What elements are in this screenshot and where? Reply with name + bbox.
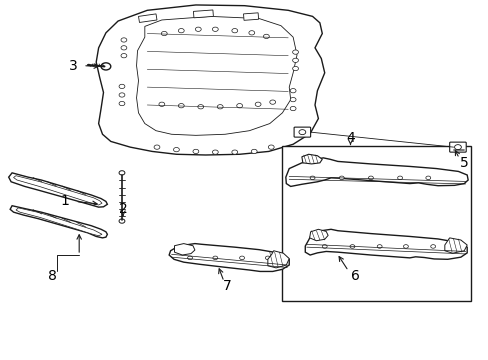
Polygon shape xyxy=(136,17,296,135)
Circle shape xyxy=(217,105,223,109)
Circle shape xyxy=(212,256,217,260)
Polygon shape xyxy=(10,206,107,238)
Circle shape xyxy=(195,27,201,31)
Text: 4: 4 xyxy=(346,131,354,145)
Circle shape xyxy=(268,145,274,149)
Circle shape xyxy=(231,150,237,154)
Circle shape xyxy=(255,102,261,107)
Circle shape xyxy=(339,176,344,180)
Circle shape xyxy=(239,256,244,260)
Circle shape xyxy=(173,148,179,152)
Circle shape xyxy=(265,256,270,260)
Circle shape xyxy=(187,256,192,260)
Circle shape xyxy=(403,245,407,248)
Circle shape xyxy=(263,34,269,39)
Circle shape xyxy=(349,245,354,248)
Circle shape xyxy=(298,130,305,135)
Polygon shape xyxy=(174,244,195,255)
Circle shape xyxy=(119,93,124,97)
Circle shape xyxy=(430,245,435,248)
Polygon shape xyxy=(9,173,107,207)
Circle shape xyxy=(212,150,218,154)
Circle shape xyxy=(292,66,298,71)
Circle shape xyxy=(368,176,372,180)
Circle shape xyxy=(248,31,254,35)
Circle shape xyxy=(178,104,184,108)
Circle shape xyxy=(119,219,124,223)
Polygon shape xyxy=(243,13,258,20)
Circle shape xyxy=(397,176,402,180)
Circle shape xyxy=(425,176,430,180)
Circle shape xyxy=(236,104,242,108)
Polygon shape xyxy=(193,10,213,18)
FancyBboxPatch shape xyxy=(449,142,465,152)
Text: 1: 1 xyxy=(60,194,69,208)
Circle shape xyxy=(121,54,126,58)
Circle shape xyxy=(251,149,257,154)
Circle shape xyxy=(198,105,203,109)
Circle shape xyxy=(269,100,275,104)
Text: 7: 7 xyxy=(223,279,231,293)
Circle shape xyxy=(159,102,164,107)
Polygon shape xyxy=(96,5,324,155)
Polygon shape xyxy=(267,251,288,268)
Polygon shape xyxy=(285,158,467,186)
Circle shape xyxy=(322,245,326,248)
Circle shape xyxy=(119,102,124,106)
Circle shape xyxy=(193,149,199,154)
Circle shape xyxy=(121,38,126,42)
Text: 6: 6 xyxy=(350,269,359,283)
Circle shape xyxy=(178,28,184,33)
Circle shape xyxy=(101,63,111,70)
Circle shape xyxy=(154,145,160,149)
Bar xyxy=(282,147,470,301)
Circle shape xyxy=(161,31,167,36)
Circle shape xyxy=(289,98,295,102)
Circle shape xyxy=(292,58,298,63)
Circle shape xyxy=(119,84,124,89)
Circle shape xyxy=(212,27,218,31)
Circle shape xyxy=(309,176,314,180)
Polygon shape xyxy=(138,14,157,22)
FancyBboxPatch shape xyxy=(293,127,310,137)
Circle shape xyxy=(376,245,381,248)
Text: 8: 8 xyxy=(48,269,57,283)
Text: 5: 5 xyxy=(459,156,468,170)
Circle shape xyxy=(119,171,124,175)
Circle shape xyxy=(454,145,460,150)
Polygon shape xyxy=(301,154,322,164)
Polygon shape xyxy=(14,176,102,205)
Circle shape xyxy=(292,50,298,54)
Circle shape xyxy=(231,28,237,33)
Text: 2: 2 xyxy=(118,202,127,216)
Circle shape xyxy=(121,46,126,50)
Circle shape xyxy=(289,107,295,111)
Polygon shape xyxy=(169,244,288,271)
Text: 3: 3 xyxy=(69,59,78,73)
Polygon shape xyxy=(16,208,102,236)
Polygon shape xyxy=(444,238,466,253)
Circle shape xyxy=(289,89,295,93)
Polygon shape xyxy=(305,229,466,259)
Polygon shape xyxy=(309,229,327,241)
